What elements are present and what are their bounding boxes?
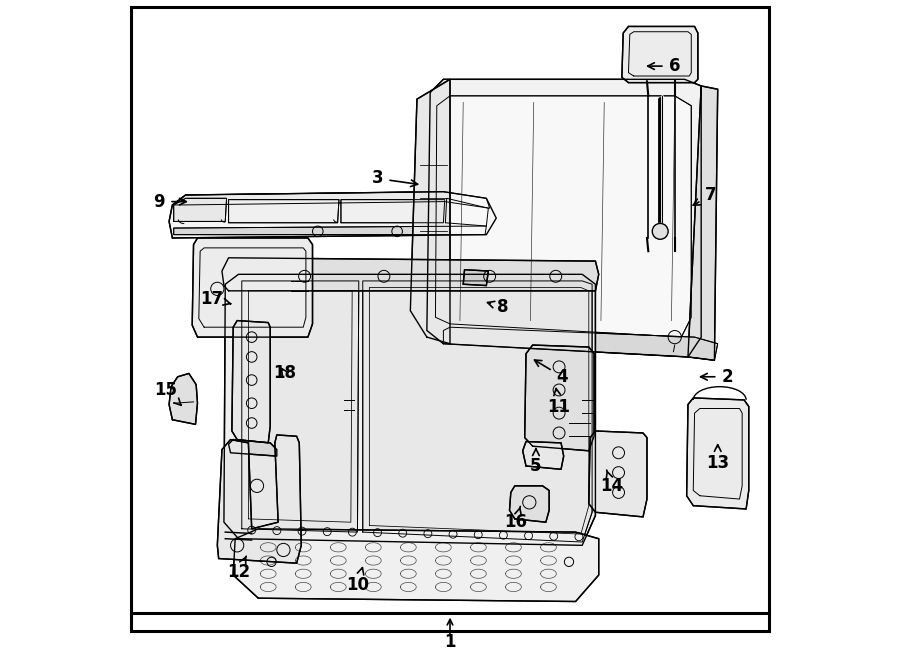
Polygon shape (222, 258, 598, 291)
Polygon shape (217, 435, 302, 563)
Text: 11: 11 (547, 389, 571, 416)
Polygon shape (174, 226, 486, 235)
Polygon shape (363, 281, 592, 542)
Polygon shape (446, 198, 489, 226)
Text: 3: 3 (372, 169, 418, 188)
Polygon shape (229, 440, 277, 456)
Polygon shape (525, 345, 594, 451)
Text: 18: 18 (274, 364, 296, 383)
Text: 17: 17 (201, 290, 230, 308)
Polygon shape (233, 529, 598, 602)
Text: 1: 1 (445, 633, 455, 652)
Text: 9: 9 (153, 192, 186, 211)
Polygon shape (589, 431, 647, 517)
Polygon shape (169, 192, 496, 238)
Text: 8: 8 (488, 298, 508, 317)
Polygon shape (174, 192, 490, 208)
Polygon shape (229, 200, 339, 223)
Polygon shape (193, 238, 312, 337)
Text: 16: 16 (505, 506, 527, 531)
Polygon shape (341, 200, 445, 223)
Polygon shape (509, 486, 549, 522)
Polygon shape (224, 274, 596, 545)
Polygon shape (410, 79, 450, 344)
Polygon shape (687, 398, 749, 509)
Polygon shape (688, 86, 717, 360)
Text: 4: 4 (535, 360, 568, 386)
Polygon shape (444, 327, 717, 360)
Text: 12: 12 (227, 556, 250, 581)
Text: 6: 6 (648, 57, 680, 75)
Text: 7: 7 (693, 186, 717, 205)
Text: 15: 15 (154, 381, 181, 405)
Polygon shape (622, 26, 698, 83)
Polygon shape (436, 96, 691, 337)
Polygon shape (232, 321, 270, 443)
Text: 10: 10 (346, 568, 369, 594)
Polygon shape (169, 373, 197, 424)
Text: 5: 5 (530, 449, 542, 475)
Polygon shape (242, 281, 359, 532)
Circle shape (652, 223, 668, 239)
Polygon shape (464, 270, 489, 286)
Polygon shape (523, 442, 563, 469)
Polygon shape (427, 79, 701, 357)
Text: 14: 14 (600, 470, 624, 495)
Polygon shape (174, 198, 227, 221)
Text: 13: 13 (706, 445, 729, 472)
Text: 2: 2 (700, 368, 734, 386)
